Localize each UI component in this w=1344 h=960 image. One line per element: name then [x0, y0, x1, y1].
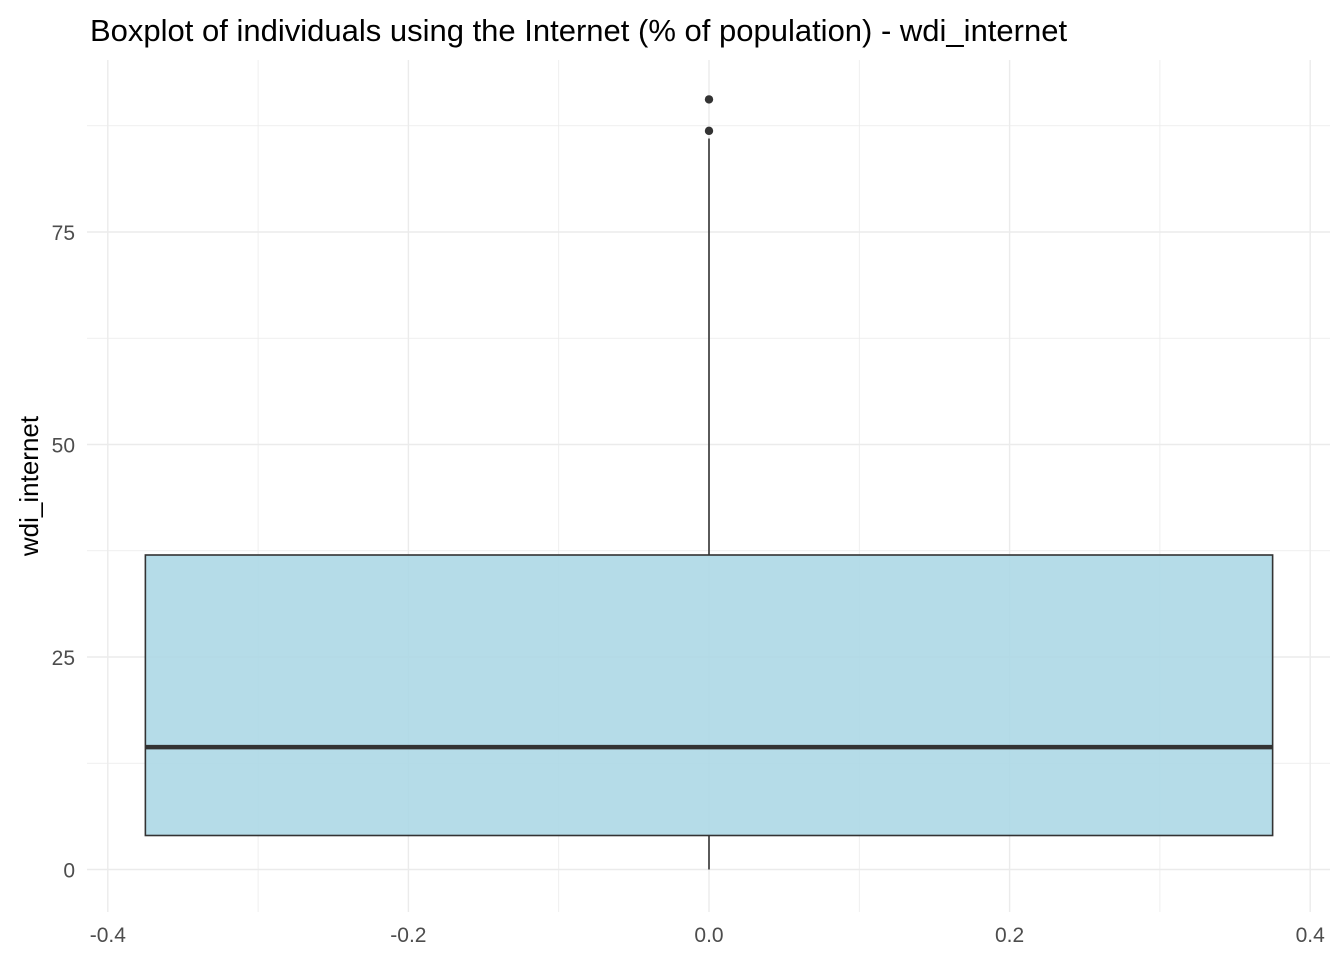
y-tick-label: 50: [52, 435, 75, 458]
x-tick-label: 0.2: [995, 924, 1024, 947]
y-axis-title: wdi_internet: [14, 415, 44, 557]
x-tick-label: 0.4: [1296, 924, 1326, 947]
x-tick-label: -0.4: [90, 924, 127, 947]
box-iqr: [144, 554, 1274, 837]
axis-ticks: -0.4 -0.2 0.0 0.2 0.4 0 25 50 75: [52, 222, 1325, 947]
outlier-point: [704, 95, 714, 104]
boxplot-layer: [144, 95, 1274, 870]
y-tick-label: 75: [52, 222, 75, 245]
x-tick-label: -0.2: [390, 924, 426, 947]
chart-title: Boxplot of individuals using the Interne…: [90, 13, 1067, 48]
y-tick-label: 0: [63, 860, 75, 883]
x-tick-label: 0.0: [694, 924, 723, 947]
outlier-point: [704, 126, 714, 136]
y-tick-label: 25: [52, 647, 75, 670]
